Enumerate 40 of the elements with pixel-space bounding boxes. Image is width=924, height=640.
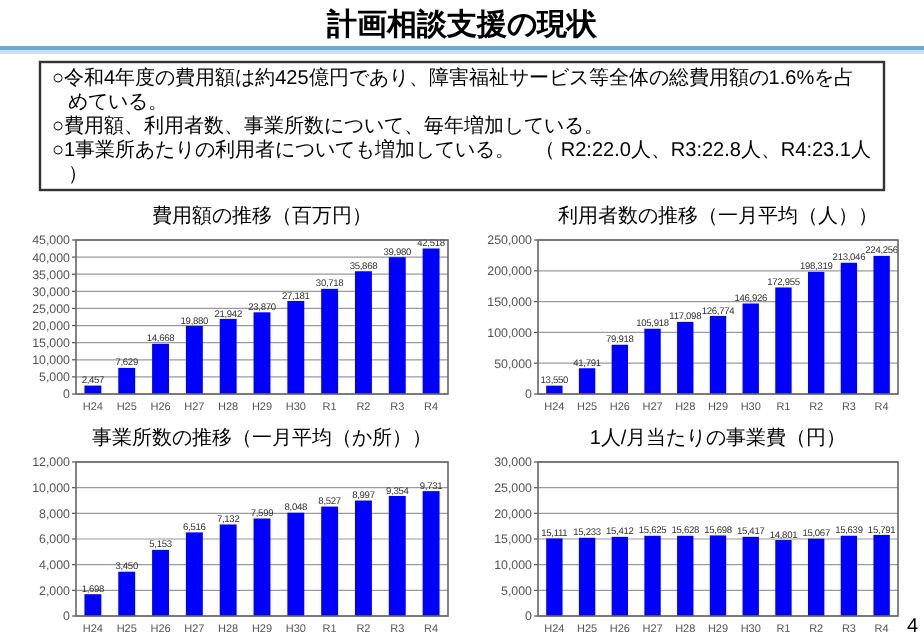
bar [84,594,102,616]
text: ○費用額、利用者数、事業所数について、毎年増加している。 [52,114,605,138]
bar [709,315,727,394]
bar [578,368,596,394]
bar [677,321,694,394]
bar [321,288,339,394]
text: ○令和4年度の費用額は約425億円であり、障害福祉サービス等全体の総費用額の1.6%を占めている。 [52,66,855,114]
bar [152,549,169,616]
bar [185,325,203,394]
bar [355,271,372,394]
bar [287,300,305,394]
bar [775,287,792,394]
bar [321,506,339,616]
bar [152,343,169,394]
bar [118,367,136,394]
bar [611,344,628,394]
text: ○1事業所あたりの利用者についても増加している。 （ R2:22.0人、R3:22.8人、R4:23.1人） [52,138,871,186]
bar [840,262,858,394]
bar [219,524,237,616]
bar [253,312,271,394]
bar [253,518,271,616]
chart-title: 1人/月当たりの事業費（円） [589,426,847,450]
chart-title: 事業所数の推移（一月平均（か所）） [92,426,432,450]
chart-title: 費用額の推移（百万円） [152,204,372,228]
chart-title: 利用者数の推移（一月平均（人）） [558,204,878,228]
bar [873,255,890,394]
text: 計画相談支援の現状 [325,8,599,42]
bar [219,318,237,394]
bar [742,303,759,394]
bar [118,571,136,616]
bar [808,271,825,394]
bar [422,248,440,394]
bar [422,491,440,616]
bar [388,257,406,394]
bar [185,532,203,616]
bar [644,328,661,394]
bar [388,495,406,616]
text: 4 [906,616,919,638]
bar [287,512,305,616]
bar [355,500,372,616]
